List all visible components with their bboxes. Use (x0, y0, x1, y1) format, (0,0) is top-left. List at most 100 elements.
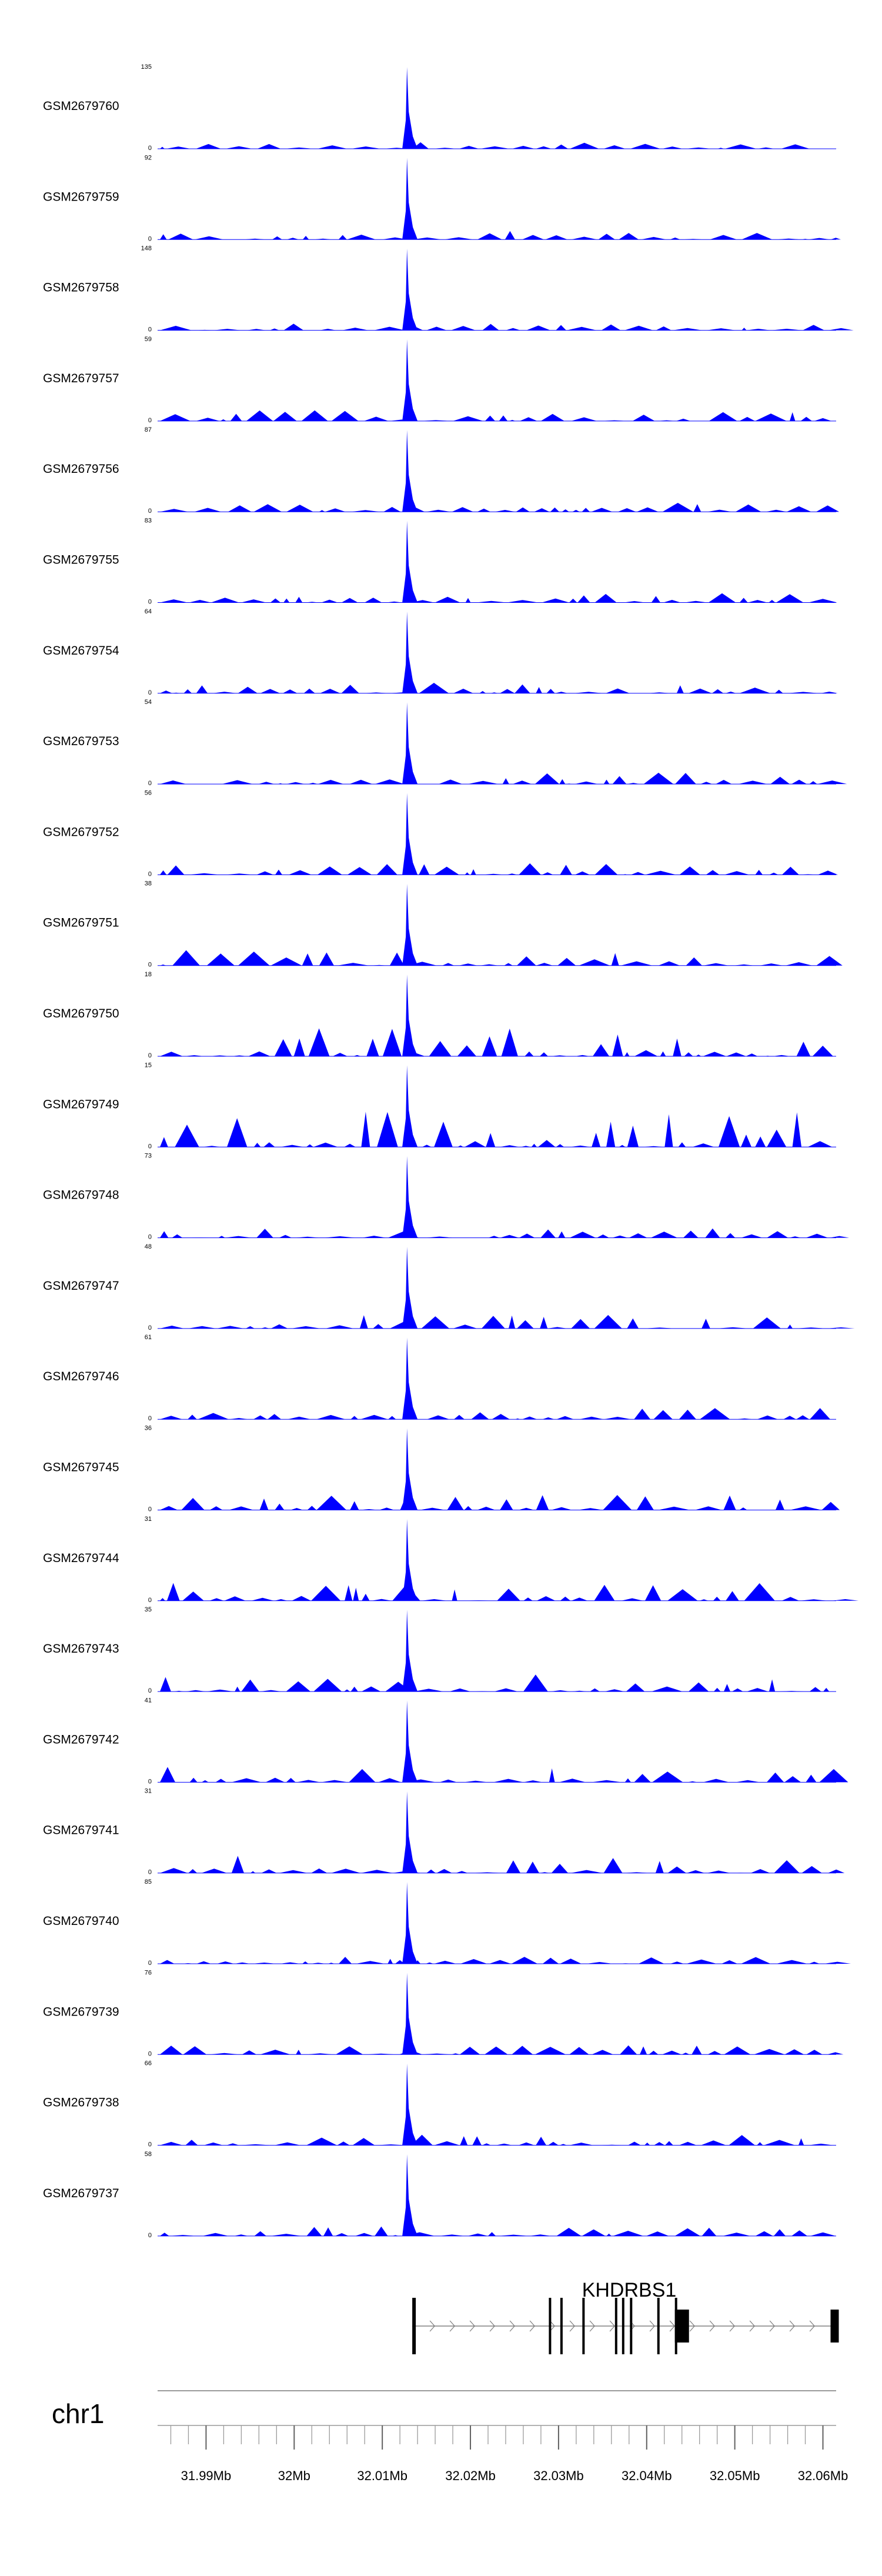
track-ymin-label: 0 (148, 1052, 152, 1059)
track-GSM2679749: GSM2679749 15 0 (43, 1062, 836, 1150)
track-GSM2679746: GSM2679746 61 0 (43, 1334, 836, 1422)
coverage-tracks: GSM2679760 135 0 GSM2679759 92 0 GSM2679758 148… (43, 64, 859, 2239)
track-label: GSM2679752 (43, 825, 119, 839)
coverage-area (158, 1408, 836, 1420)
coverage-peak (402, 1791, 418, 1873)
coverage-peak (402, 430, 418, 512)
track-GSM2679743: GSM2679743 35 0 (43, 1606, 836, 1694)
strand-arrow (489, 2320, 495, 2332)
track-GSM2679742: GSM2679742 41 0 (43, 1697, 848, 1785)
strand-arrow (769, 2320, 775, 2332)
track-ymin-label: 0 (148, 1324, 152, 1332)
track-label: GSM2679748 (43, 1189, 119, 1202)
strand-arrow (649, 2320, 655, 2332)
track-GSM2679757: GSM2679757 59 0 (43, 336, 836, 424)
strand-arrow (729, 2320, 735, 2332)
track-GSM2679759: GSM2679759 92 0 (43, 154, 841, 242)
coverage-peak (402, 339, 418, 421)
coverage-area (158, 1856, 845, 1873)
track-ymax-label: 31 (145, 1516, 152, 1523)
track-ymin-label: 0 (148, 2050, 152, 2057)
x-tick-label: 32Mb (278, 2468, 310, 2483)
track-ymax-label: 73 (145, 1153, 152, 1160)
coverage-area (158, 1957, 851, 1964)
track-ymax-label: 85 (145, 1878, 152, 1886)
gene-label: KHDRBS1 (582, 2279, 677, 2301)
strand-arrow (569, 2320, 575, 2332)
coverage-area (158, 410, 836, 421)
track-GSM2679756: GSM2679756 87 0 (43, 426, 840, 515)
coverage-peak (402, 1428, 418, 1510)
exon (560, 2298, 563, 2354)
coverage-area (158, 1674, 836, 1692)
coverage-peak (402, 1882, 418, 1964)
x-tick-label: 32.03Mb (533, 2468, 584, 2483)
gene-track: KHDRBS1 (412, 2279, 839, 2354)
track-GSM2679754: GSM2679754 64 0 (43, 608, 838, 696)
track-GSM2679751: GSM2679751 38 0 (43, 880, 843, 969)
track-ymin-label: 0 (148, 508, 152, 515)
strand-arrow (529, 2320, 535, 2332)
coverage-area (158, 2045, 844, 2055)
track-ymax-label: 92 (145, 154, 152, 161)
track-ymin-label: 0 (148, 1960, 152, 1967)
track-label: GSM2679744 (43, 1551, 119, 1565)
track-ymax-label: 87 (145, 426, 152, 433)
track-GSM2679747: GSM2679747 48 0 (43, 1243, 855, 1332)
strand-arrow (789, 2320, 795, 2332)
track-label: GSM2679757 (43, 372, 119, 385)
track-ymin-label: 0 (148, 2141, 152, 2148)
strand-arrow (589, 2320, 595, 2332)
coverage-peak (402, 793, 418, 875)
track-ymin-label: 0 (148, 326, 152, 333)
coverage-area (158, 1228, 850, 1238)
coverage-area (158, 1494, 840, 1510)
strand-arrow (449, 2320, 455, 2332)
strand-arrow (469, 2320, 475, 2332)
track-label: GSM2679751 (43, 916, 119, 930)
coverage-area (158, 593, 837, 603)
coverage-peak (402, 248, 418, 331)
track-ymin-label: 0 (148, 1506, 152, 1513)
coverage-peak (402, 2063, 418, 2145)
track-ymax-label: 148 (141, 245, 152, 252)
track-GSM2679750: GSM2679750 18 0 (43, 971, 836, 1059)
track-label: GSM2679747 (43, 1279, 119, 1293)
strand-arrow (689, 2320, 695, 2332)
coverage-area (158, 1583, 859, 1601)
track-label: GSM2679756 (43, 462, 119, 476)
track-ymin-label: 0 (148, 235, 152, 242)
track-ymax-label: 83 (145, 518, 152, 525)
x-tick-label: 32.06Mb (798, 2468, 848, 2483)
track-label: GSM2679743 (43, 1642, 119, 1656)
strand-arrow (509, 2320, 515, 2332)
track-ymax-label: 61 (145, 1334, 152, 1341)
track-label: GSM2679760 (43, 99, 119, 113)
coverage-peak (402, 883, 418, 966)
track-ymax-label: 15 (145, 1062, 152, 1069)
genome-axis: chr1 31.99Mb 32Mb 32.01Mb 32.02Mb 32.03Mb 32.… (52, 2390, 848, 2483)
track-ymax-label: 76 (145, 1969, 152, 1976)
track-label: GSM2679749 (43, 1097, 119, 1111)
track-GSM2679753: GSM2679753 54 0 (43, 699, 847, 787)
track-label: GSM2679740 (43, 1914, 119, 1928)
x-tick-label: 32.01Mb (357, 2468, 407, 2483)
coverage-peak (402, 158, 418, 240)
track-ymax-label: 58 (145, 2151, 152, 2158)
track-label: GSM2679758 (43, 281, 119, 295)
exon (657, 2298, 660, 2354)
coverage-area (158, 503, 840, 512)
coverage-peak (402, 1246, 418, 1329)
track-GSM2679737: GSM2679737 58 0 (43, 2151, 836, 2239)
x-tick-label: 32.05Mb (710, 2468, 760, 2483)
track-ymin-label: 0 (148, 145, 152, 152)
exon (622, 2298, 624, 2354)
exon (412, 2298, 416, 2354)
x-tick-label: 32.04Mb (622, 2468, 672, 2483)
track-GSM2679739: GSM2679739 76 0 (43, 1969, 844, 2057)
strand-arrow (549, 2320, 555, 2332)
track-ymin-label: 0 (148, 870, 152, 877)
track-ymax-label: 54 (145, 699, 152, 706)
coverage-area (158, 142, 841, 149)
